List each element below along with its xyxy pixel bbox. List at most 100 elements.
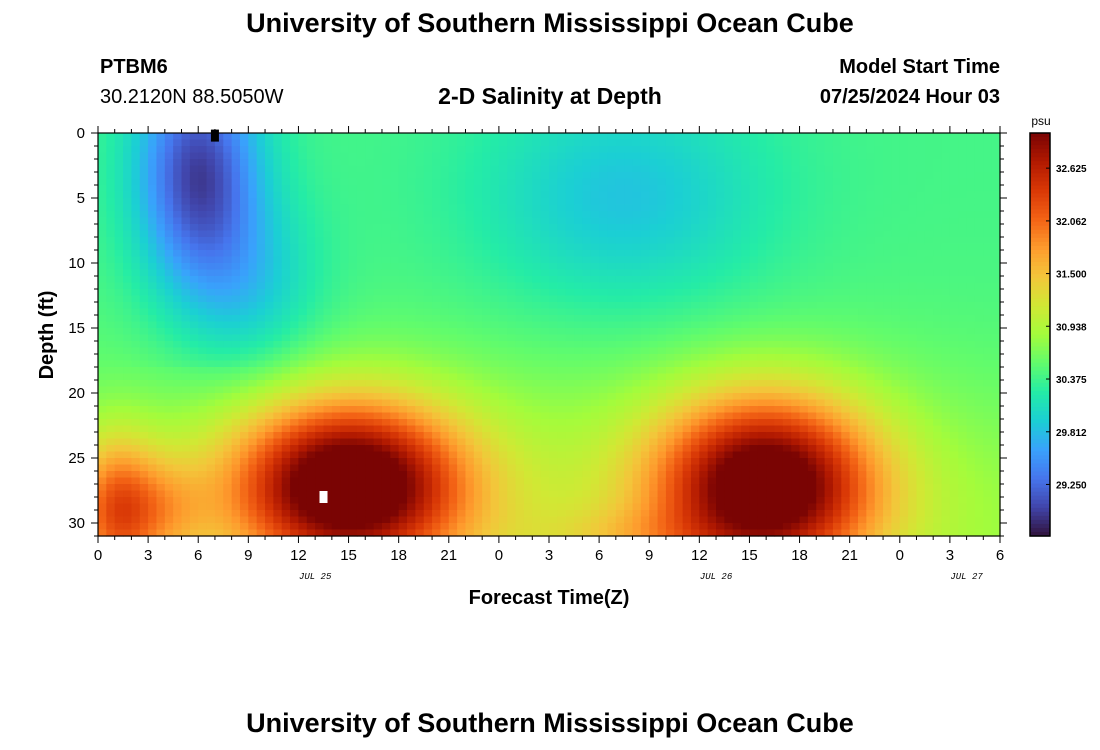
heatmap-cell <box>415 146 425 154</box>
heatmap-cell <box>665 432 675 440</box>
heatmap-cell <box>365 360 375 368</box>
heatmap-cell <box>465 198 475 206</box>
heatmap-cell <box>139 334 149 342</box>
heatmap-cell <box>114 315 124 323</box>
heatmap-cell <box>407 237 416 245</box>
heatmap-cell <box>206 250 216 258</box>
heatmap-cell <box>565 276 575 284</box>
heatmap-cell <box>206 165 216 173</box>
heatmap-cell <box>649 471 659 479</box>
heatmap-cell <box>381 445 391 453</box>
heatmap-cell <box>348 146 358 154</box>
heatmap-cell <box>356 321 366 329</box>
heatmap-cell <box>198 354 208 362</box>
heatmap-cell <box>565 516 575 524</box>
heatmap-cell <box>482 159 492 167</box>
heatmap-cell <box>131 445 141 453</box>
heatmap-cell <box>373 217 383 225</box>
heatmap-cell <box>206 354 216 362</box>
heatmap-cell <box>206 230 216 238</box>
heatmap-cell <box>690 308 700 316</box>
heatmap-cell <box>148 529 158 537</box>
heatmap-cell <box>315 224 325 232</box>
heatmap-cell <box>390 393 400 401</box>
heatmap-cell <box>432 484 442 492</box>
heatmap-cell <box>290 529 300 537</box>
heatmap-cell <box>440 432 450 440</box>
heatmap-cell <box>674 425 684 433</box>
heatmap-cell <box>273 321 283 329</box>
heatmap-cell <box>173 217 183 225</box>
heatmap-cell <box>682 354 692 362</box>
heatmap-cell <box>640 523 650 531</box>
heatmap-cell <box>473 263 483 271</box>
heatmap-cell <box>298 328 308 336</box>
heatmap-cell <box>707 419 717 427</box>
heatmap-cell <box>507 445 517 453</box>
heatmap-cell <box>239 393 249 401</box>
heatmap-cell <box>699 146 709 154</box>
heatmap-cell <box>390 484 400 492</box>
heatmap-cell <box>273 425 283 433</box>
heatmap-cell <box>273 263 283 271</box>
heatmap-cell <box>223 510 233 518</box>
heatmap-cell <box>649 139 659 147</box>
heatmap-cell <box>139 263 149 271</box>
heatmap-cell <box>407 510 416 518</box>
heatmap-cell <box>732 451 742 459</box>
heatmap-cell <box>507 458 517 466</box>
heatmap-cell <box>114 263 124 271</box>
heatmap-cell <box>549 354 558 362</box>
heatmap-cell <box>482 471 492 479</box>
heatmap-cell <box>323 133 333 141</box>
heatmap-cell <box>239 198 249 206</box>
heatmap-cell <box>523 458 533 466</box>
heatmap-cell <box>582 406 592 414</box>
heatmap-cell <box>632 250 642 258</box>
heatmap-cell <box>607 250 617 258</box>
heatmap-cell <box>482 510 492 518</box>
heatmap-cell <box>607 477 617 485</box>
heatmap-cell <box>549 406 558 414</box>
heatmap-cell <box>298 198 308 206</box>
heatmap-cell <box>290 315 300 323</box>
heatmap-cell <box>565 510 575 518</box>
heatmap-cell <box>281 373 291 381</box>
heatmap-cell <box>465 360 475 368</box>
heatmap-cell <box>381 458 391 466</box>
heatmap-cell <box>498 477 508 485</box>
heatmap-cell <box>590 510 600 518</box>
heatmap-cell <box>557 185 567 193</box>
heatmap-cell <box>348 412 358 420</box>
heatmap-cell <box>139 321 149 329</box>
heatmap-cell <box>665 308 675 316</box>
heatmap-cell <box>716 165 725 173</box>
heatmap-cell <box>340 347 350 355</box>
heatmap-cell <box>690 438 700 446</box>
heatmap-cell <box>290 438 300 446</box>
heatmap-cell <box>198 263 208 271</box>
heatmap-cell <box>615 360 625 368</box>
heatmap-cell <box>98 289 107 297</box>
heatmap-cell <box>582 315 592 323</box>
heatmap-cell <box>440 191 450 199</box>
heatmap-cell <box>599 302 609 310</box>
heatmap-cell <box>716 289 725 297</box>
heatmap-cell <box>473 230 483 238</box>
heatmap-cell <box>724 386 734 394</box>
heatmap-cell <box>423 451 433 459</box>
heatmap-cell <box>507 373 517 381</box>
heatmap-cell <box>615 497 625 505</box>
heatmap-cell <box>423 276 433 284</box>
heatmap-cell <box>599 204 609 212</box>
heatmap-cell <box>749 490 759 498</box>
heatmap-cell <box>164 412 174 420</box>
heatmap-cell <box>724 172 734 180</box>
heatmap-cell <box>348 198 358 206</box>
heatmap-cell <box>114 198 124 206</box>
heatmap-cell <box>390 510 400 518</box>
heatmap-cell <box>482 393 492 401</box>
heatmap-cell <box>106 308 116 316</box>
heatmap-cell <box>398 373 408 381</box>
heatmap-cell <box>640 445 650 453</box>
